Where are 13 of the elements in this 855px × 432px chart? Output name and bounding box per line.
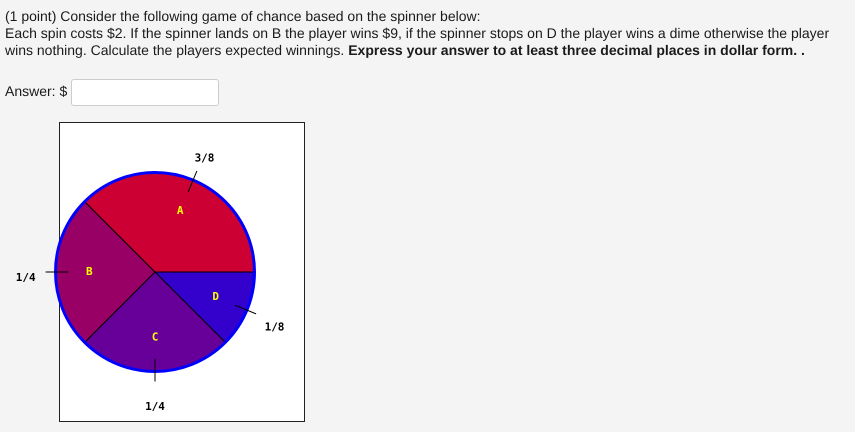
chart-title: (1 point) Consider the following game of chance based on the spinner below: [5, 8, 482, 25]
text: Express your answer to at least three decimal places in dollar form. . [348, 42, 805, 58]
data-label: 1/4 [145, 400, 166, 414]
data-label: 1/4 [16, 270, 36, 284]
text: Each spin costs $2. If the spinner lands on B the player wins $9, if the spinner stops on D the player wins a dime otherwise the player [5, 25, 830, 42]
slice-label: A [176, 204, 184, 218]
slice-label: D [212, 290, 220, 303]
text: Answer: $ [5, 83, 68, 100]
slice-label: B [86, 264, 94, 278]
slice-label: C [152, 330, 158, 344]
data-label: 1/8 [264, 320, 284, 334]
text: wins nothing. Calculate the players expected winnings. [5, 42, 344, 58]
data-label: 3/8 [194, 151, 214, 164]
